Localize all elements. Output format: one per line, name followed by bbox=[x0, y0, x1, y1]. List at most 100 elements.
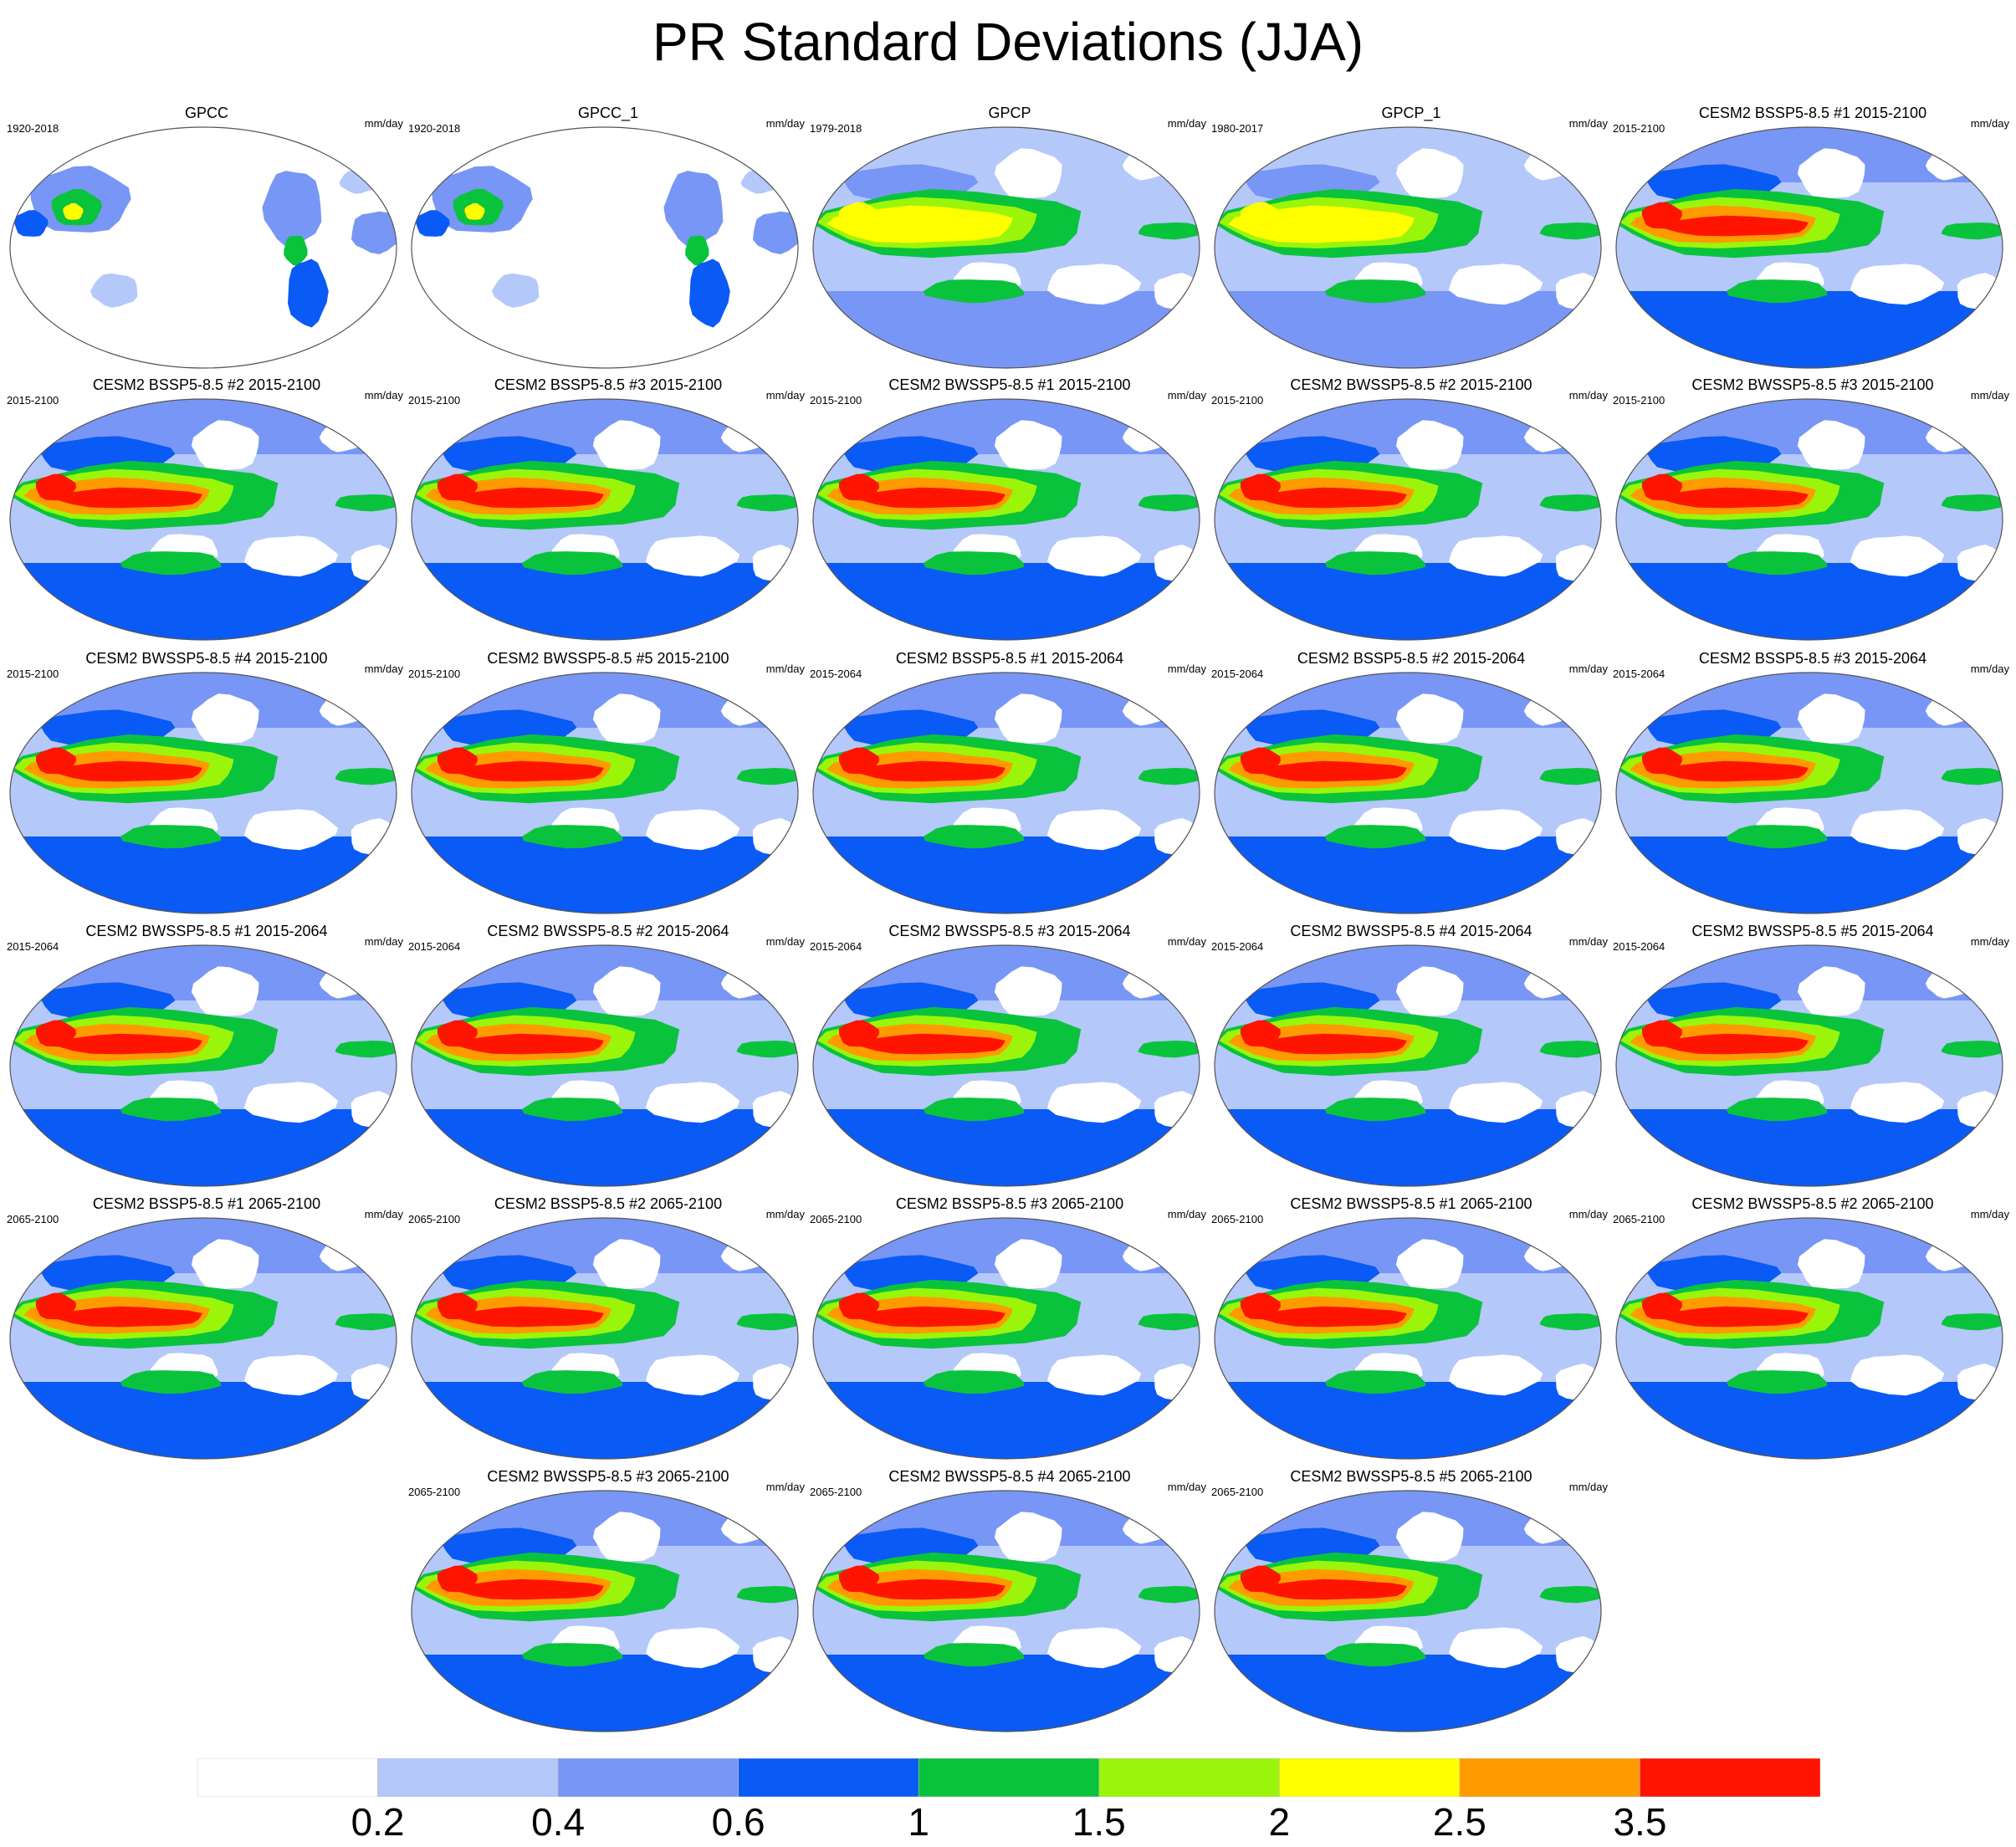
panel-period: 2065-2100 bbox=[810, 1486, 862, 1498]
land-africa bbox=[351, 211, 397, 254]
itcz-band-core bbox=[451, 1033, 604, 1055]
dry-south-pacific bbox=[1850, 1354, 1945, 1396]
itcz-band-core bbox=[852, 760, 1005, 782]
monsoon-core bbox=[838, 1020, 879, 1047]
map-panel: CESM2 BSSP5-8.5 #2 2015-2100 2015-2100 mm/… bbox=[7, 376, 407, 643]
dry-south-pacific bbox=[1046, 1354, 1142, 1396]
map-outline bbox=[1214, 1217, 1602, 1460]
panel-period: 2065-2100 bbox=[1613, 1213, 1666, 1225]
map-plot bbox=[411, 1217, 799, 1460]
panel-title: CESM2 BWSSP5-8.5 #2 2015-2100 bbox=[1290, 376, 1532, 393]
map-plot bbox=[9, 944, 397, 1187]
map-field bbox=[1215, 673, 1601, 913]
monsoon-core bbox=[1240, 1292, 1281, 1320]
atlantic-itcz bbox=[736, 494, 798, 512]
land-central-america bbox=[284, 235, 308, 266]
itcz-band-core bbox=[1254, 1578, 1407, 1600]
map-plot bbox=[411, 944, 799, 1187]
monsoon-core bbox=[1240, 1020, 1281, 1047]
atlantic-itcz bbox=[736, 1313, 798, 1331]
map-plot bbox=[1615, 944, 2003, 1187]
itcz-band-core bbox=[1254, 1033, 1407, 1055]
itcz-band-core bbox=[49, 487, 202, 509]
panel-units: mm/day bbox=[1568, 389, 1608, 402]
itcz-band-core bbox=[1254, 1306, 1407, 1328]
panel-title: CESM2 BWSSP5-8.5 #4 2065-2100 bbox=[888, 1468, 1131, 1485]
monsoon-core bbox=[35, 1020, 76, 1047]
panel-units: mm/day bbox=[364, 663, 403, 675]
monsoon-core bbox=[437, 1565, 478, 1593]
panel-title: CESM2 BWSSP5-8.5 #2 2015-2064 bbox=[487, 923, 729, 939]
panel-title: CESM2 BSSP5-8.5 #3 2065-2100 bbox=[895, 1195, 1124, 1212]
dry-south-pacific bbox=[1046, 1627, 1142, 1669]
map-field bbox=[813, 1491, 1200, 1732]
panel-period: 2015-2100 bbox=[810, 394, 862, 407]
colorbar-swatch bbox=[1459, 1758, 1640, 1797]
atlantic-itcz bbox=[1941, 1313, 2003, 1331]
map-panel: CESM2 BWSSP5-8.5 #3 2065-2100 2065-2100 mm… bbox=[408, 1467, 808, 1735]
map-plot bbox=[1615, 1217, 2003, 1460]
dry-north-pacific bbox=[994, 1512, 1062, 1563]
spcz bbox=[521, 1097, 623, 1122]
atlantic-itcz bbox=[1138, 1041, 1200, 1058]
map-panel: CESM2 BSSP5-8.5 #3 2015-2100 2015-2100 mm/… bbox=[408, 376, 808, 643]
itcz-band-core bbox=[852, 1306, 1005, 1328]
dry-south-pacific bbox=[645, 535, 740, 577]
map-outline bbox=[812, 672, 1200, 914]
map-plot bbox=[1214, 944, 1602, 1187]
monsoon-core bbox=[1240, 473, 1281, 501]
map-outline bbox=[411, 944, 799, 1187]
atlantic-itcz bbox=[335, 768, 397, 785]
panel-period: 2015-2064 bbox=[1613, 668, 1666, 680]
dry-north-pacific bbox=[994, 693, 1062, 744]
map-plot bbox=[411, 672, 799, 914]
map-field bbox=[412, 1218, 798, 1459]
dry-north-pacific bbox=[1395, 148, 1464, 199]
panel-title: CESM2 BWSSP5-8.5 #2 2065-2100 bbox=[1691, 1195, 1934, 1212]
map-field bbox=[813, 673, 1200, 913]
atlantic-itcz bbox=[1539, 1313, 1601, 1331]
colorbar-tick-label: 1.5 bbox=[1072, 1800, 1126, 1844]
panel-title: CESM2 BWSSP5-8.5 #4 2015-2100 bbox=[85, 650, 328, 667]
map-panel: GPCP_1 1980-2017 mm/day bbox=[1211, 104, 1611, 371]
itcz-band-core bbox=[49, 760, 202, 782]
panel-units: mm/day bbox=[765, 1208, 805, 1220]
dry-north-pacific bbox=[191, 420, 259, 471]
map-field bbox=[412, 945, 798, 1186]
dry-north-pacific bbox=[592, 420, 661, 471]
monsoon-core bbox=[1641, 202, 1682, 229]
panel-units: mm/day bbox=[1167, 1481, 1206, 1493]
atlantic-itcz bbox=[1941, 223, 2003, 240]
panel-units: mm/day bbox=[765, 389, 805, 402]
map-field bbox=[412, 673, 798, 913]
monsoon-core bbox=[35, 1292, 76, 1320]
map-outline bbox=[411, 1217, 799, 1460]
monsoon-core bbox=[1641, 1292, 1682, 1320]
monsoon-core bbox=[1240, 1565, 1281, 1593]
panel-units: mm/day bbox=[364, 1208, 403, 1220]
map-panel: CESM2 BWSSP5-8.5 #4 2015-2064 2015-2064 mm… bbox=[1211, 922, 1611, 1190]
panel-units: mm/day bbox=[1568, 935, 1608, 948]
map-field bbox=[813, 1218, 1200, 1459]
map-panel: CESM2 BSSP5-8.5 #3 2065-2100 2065-2100 mm/… bbox=[810, 1195, 1210, 1462]
map-outline bbox=[1615, 944, 2003, 1187]
dry-south-pacific bbox=[1046, 809, 1142, 851]
itcz-band-core bbox=[1655, 1033, 1809, 1055]
map-panel: CESM2 BWSSP5-8.5 #1 2015-2100 2015-2100 mm… bbox=[810, 376, 1210, 643]
panel-title: CESM2 BWSSP5-8.5 #4 2015-2064 bbox=[1290, 923, 1532, 939]
panel-title: CESM2 BSSP5-8.5 #1 2065-2100 bbox=[92, 1195, 321, 1212]
itcz-band-core bbox=[49, 1306, 202, 1328]
panel-units: mm/day bbox=[765, 117, 805, 130]
map-outline bbox=[1214, 1490, 1602, 1732]
map-panel: CESM2 BWSSP5-8.5 #2 2065-2100 2065-2100 mm… bbox=[1613, 1195, 2013, 1462]
dry-north-pacific bbox=[1395, 966, 1464, 1017]
panel-units: mm/day bbox=[364, 389, 403, 402]
colorbar-swatch bbox=[557, 1758, 739, 1797]
panel-units: mm/day bbox=[765, 663, 805, 675]
page-title: PR Standard Deviations (JJA) bbox=[652, 12, 1364, 72]
map-panel: GPCP 1979-2018 mm/day bbox=[810, 104, 1210, 371]
map-plot bbox=[411, 126, 799, 369]
dry-north-pacific bbox=[994, 420, 1062, 471]
map-panel: CESM2 BWSSP5-8.5 #4 2015-2100 2015-2100 mm… bbox=[7, 649, 407, 917]
monsoon-core bbox=[838, 473, 879, 501]
